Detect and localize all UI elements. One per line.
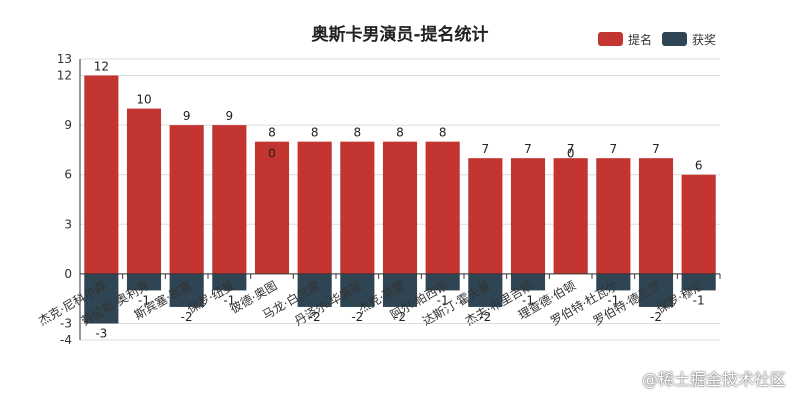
bar-wins[interactable]	[468, 273, 503, 307]
y-tick-label: -4	[60, 333, 72, 347]
bar-wins[interactable]	[169, 273, 204, 307]
legend-swatch-wins[interactable]	[662, 32, 687, 46]
label-wins: -2	[351, 310, 363, 324]
label-nominations: 12	[94, 60, 109, 74]
label-nominations: 10	[136, 93, 151, 107]
label-wins: -2	[309, 310, 321, 324]
bar-nominations[interactable]	[382, 141, 418, 274]
bar-nominations[interactable]	[297, 141, 332, 274]
bar-wins[interactable]	[340, 273, 375, 307]
label-wins: -2	[181, 310, 193, 324]
bar-nominations[interactable]	[254, 141, 290, 274]
y-tick-label: 6	[64, 168, 72, 182]
label-nominations: 7	[652, 142, 660, 156]
label-nominations: 7	[482, 142, 490, 156]
bar-wins[interactable]	[297, 273, 332, 307]
bar-nominations[interactable]	[340, 141, 375, 274]
label-nominations: 6	[695, 159, 703, 173]
y-tick-label: 3	[64, 217, 72, 231]
y-tick-label: 13	[57, 52, 72, 66]
bar-nominations[interactable]	[169, 125, 204, 274]
bar-nominations[interactable]	[126, 108, 162, 274]
label-wins: -1	[607, 293, 619, 307]
bar-wins[interactable]	[126, 273, 162, 291]
legend-swatch-nominations[interactable]	[598, 32, 623, 46]
label-nominations: 8	[439, 126, 447, 140]
bar-nominations[interactable]	[596, 158, 631, 274]
legend-label-nominations[interactable]: 提名	[628, 32, 652, 47]
watermark-text: @稀土掘金技术社区	[641, 370, 786, 389]
bar-wins[interactable]	[382, 273, 418, 307]
bar-wins[interactable]	[638, 273, 674, 307]
bar-nominations[interactable]	[681, 174, 716, 274]
bar-nominations[interactable]	[510, 158, 546, 274]
bar-wins[interactable]	[510, 273, 546, 291]
bar-wins[interactable]	[681, 273, 716, 291]
label-wins: -3	[95, 326, 107, 340]
bar-wins[interactable]	[596, 273, 631, 291]
label-nominations: 9	[183, 109, 191, 123]
label-wins: -2	[479, 310, 491, 324]
chart-title: 奥斯卡男演员-提名统计	[311, 24, 488, 45]
label-wins: -2	[394, 310, 406, 324]
label-nominations: 7	[610, 142, 618, 156]
label-nominations: 8	[268, 126, 276, 140]
label-wins: -2	[650, 310, 662, 324]
y-tick-label: 9	[64, 118, 72, 132]
bar-wins[interactable]	[212, 273, 247, 291]
label-nominations: 8	[311, 126, 319, 140]
label-wins: 0	[268, 147, 276, 161]
bar-nominations[interactable]	[84, 75, 119, 274]
label-wins: -1	[437, 293, 449, 307]
legend[interactable]: 提名 获奖	[598, 32, 716, 47]
bar-nominations[interactable]	[638, 158, 674, 274]
y-tick-label: 12	[57, 69, 72, 83]
label-nominations: 7	[524, 142, 532, 156]
y-tick-label: 0	[64, 267, 72, 281]
bar-wins[interactable]	[425, 273, 460, 291]
bar-nominations[interactable]	[553, 158, 588, 274]
label-wins: -1	[138, 293, 150, 307]
label-nominations: 8	[396, 126, 404, 140]
label-nominations: 9	[226, 109, 234, 123]
y-tick-label: -3	[60, 316, 72, 330]
label-wins: 0	[567, 147, 575, 161]
label-wins: -1	[693, 293, 705, 307]
label-nominations: 8	[354, 126, 362, 140]
bar-wins[interactable]	[84, 273, 119, 324]
bar-nominations[interactable]	[425, 141, 460, 274]
legend-label-wins[interactable]: 获奖	[692, 33, 716, 47]
label-nominations: 7	[567, 142, 575, 156]
label-wins: -1	[223, 293, 235, 307]
bar-nominations[interactable]	[468, 158, 503, 274]
bar-nominations[interactable]	[212, 125, 247, 274]
label-wins: -1	[522, 293, 534, 307]
